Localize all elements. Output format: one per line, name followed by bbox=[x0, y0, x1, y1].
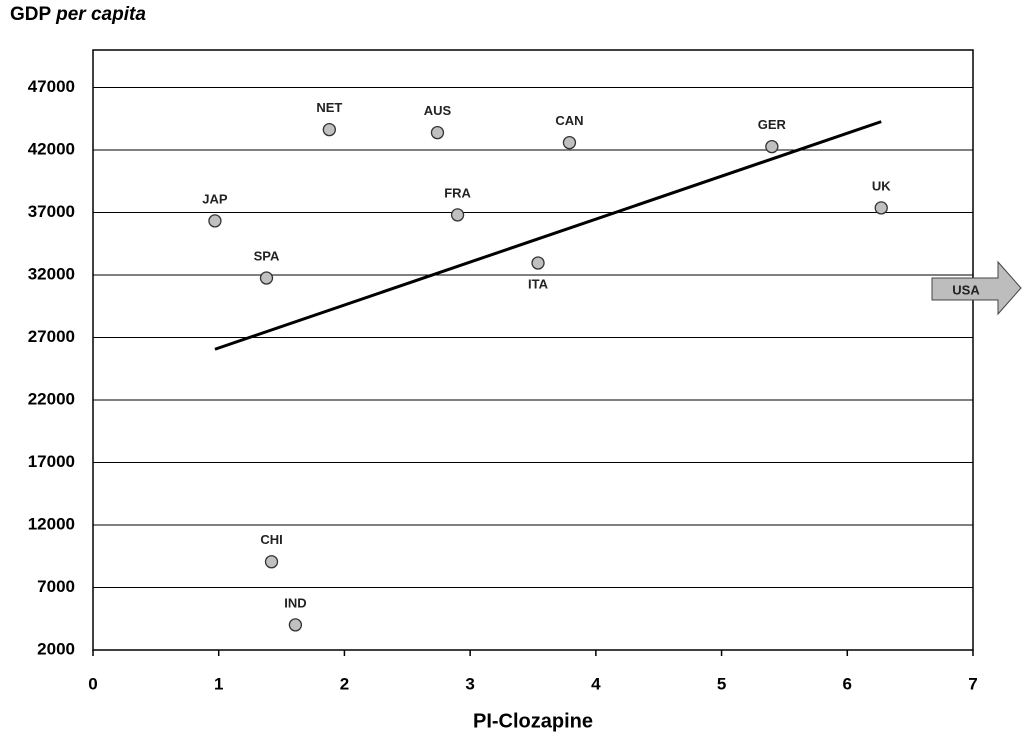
x-tick-label: 2 bbox=[340, 674, 349, 693]
annotation-arrow bbox=[931, 260, 1022, 316]
point bbox=[531, 256, 545, 270]
point-label: UK bbox=[872, 178, 891, 193]
x-tick-label: 3 bbox=[465, 674, 474, 693]
x-tick-label: 5 bbox=[717, 674, 726, 693]
point-label: NET bbox=[316, 100, 342, 115]
x-axis-label: PI-Clozapine bbox=[473, 710, 593, 732]
x-tick-label: 1 bbox=[214, 674, 223, 693]
x-tick-label: 0 bbox=[88, 674, 97, 693]
point-label: CHI bbox=[260, 532, 282, 547]
point-label: AUS bbox=[424, 103, 452, 118]
y-tick-label: 12000 bbox=[28, 514, 75, 533]
point-label: FRA bbox=[444, 185, 471, 200]
point bbox=[562, 135, 577, 150]
title-main: GDP bbox=[10, 4, 52, 25]
y-tick-label: 47000 bbox=[28, 77, 75, 96]
chart-title: GDP per capita bbox=[10, 4, 146, 25]
y-tick-label: 42000 bbox=[28, 139, 75, 158]
usa-annotation: USA bbox=[931, 260, 1022, 316]
title-emphasis: per capita bbox=[55, 4, 146, 25]
y-tick-label: 22000 bbox=[28, 389, 75, 408]
point bbox=[264, 555, 279, 569]
y-tick-label: 37000 bbox=[28, 202, 75, 221]
x-tick-label: 7 bbox=[968, 674, 977, 693]
point bbox=[288, 618, 303, 632]
point-label: ITA bbox=[528, 276, 549, 291]
y-tick-label: 17000 bbox=[28, 452, 75, 471]
annotation-label: USA bbox=[952, 282, 980, 297]
plot-frame bbox=[92, 49, 974, 651]
x-tick-label: 4 bbox=[591, 674, 601, 693]
point bbox=[208, 214, 222, 228]
point bbox=[430, 125, 445, 140]
trend-line bbox=[214, 120, 882, 351]
point bbox=[765, 139, 779, 154]
point-label: IND bbox=[284, 595, 306, 610]
point bbox=[259, 271, 274, 285]
point bbox=[450, 208, 465, 222]
point-label: GER bbox=[758, 117, 787, 132]
point-label: JAP bbox=[202, 191, 228, 206]
x-tick-label: 6 bbox=[843, 674, 852, 693]
y-tick-label: 2000 bbox=[37, 639, 75, 658]
point-label: CAN bbox=[555, 113, 583, 128]
y-tick-label: 32000 bbox=[28, 264, 75, 283]
point-label: SPA bbox=[254, 248, 280, 263]
point bbox=[322, 122, 336, 137]
point bbox=[874, 201, 888, 215]
y-tick-label: 7000 bbox=[37, 577, 75, 596]
y-tick-label: 27000 bbox=[28, 327, 75, 346]
